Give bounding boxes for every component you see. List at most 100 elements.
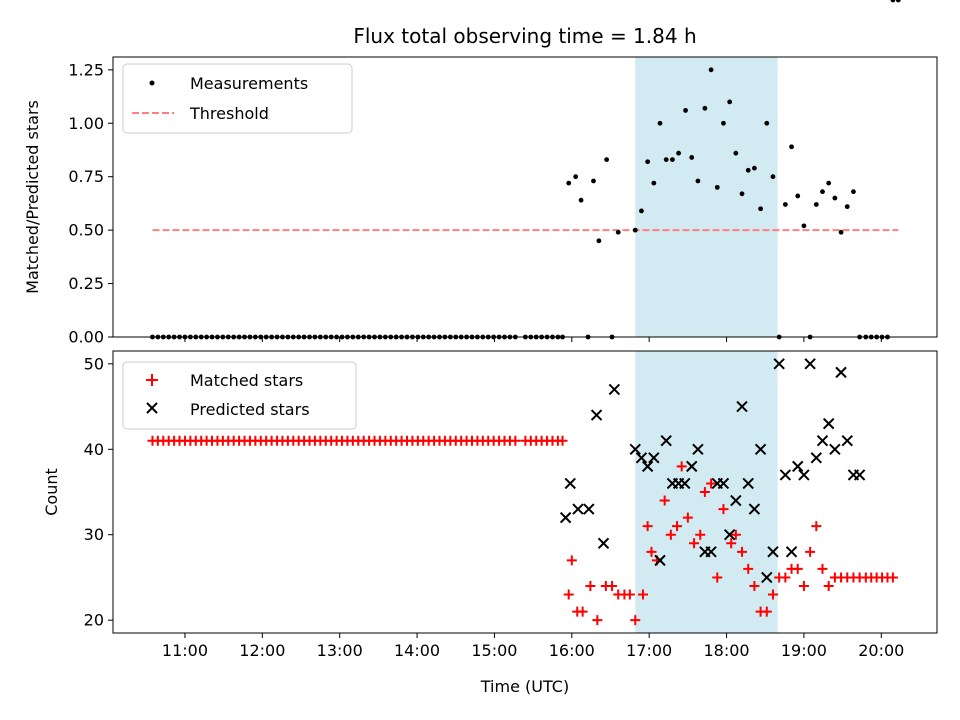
predicted-star-point xyxy=(608,383,621,396)
matched-star-point xyxy=(630,615,641,626)
matched-star-point xyxy=(637,589,648,600)
bottom-y-axis-label: Count xyxy=(42,468,61,516)
matched-star-point xyxy=(712,572,723,583)
matched-star-point xyxy=(817,563,828,574)
predicted-star-point xyxy=(736,400,748,413)
chart-title: Flux total observing time = 1.84 h xyxy=(353,24,696,48)
predicted-star-point xyxy=(705,546,717,558)
bottom-axes-frame xyxy=(112,350,938,634)
matched-star-point xyxy=(689,538,700,549)
measurement-point xyxy=(895,0,901,3)
measurement-point xyxy=(733,150,739,156)
matched-star-point xyxy=(642,521,653,532)
predicted-star-point xyxy=(853,469,866,481)
matched-star-point xyxy=(510,435,521,446)
top-y-tick-label: 0.50 xyxy=(68,221,104,240)
measurement-point xyxy=(566,180,572,186)
matched-star-point xyxy=(577,606,588,617)
predicted-star-point xyxy=(629,443,641,455)
matched-star-point xyxy=(695,529,706,540)
predicted-star-point xyxy=(748,503,761,515)
matched-star-point xyxy=(767,589,778,600)
bot-y-tick-label: 30 xyxy=(84,525,104,544)
measurement-point xyxy=(832,195,838,201)
measurement-point xyxy=(782,202,788,207)
x-tick-label: 19:00 xyxy=(781,641,827,660)
measurement-point xyxy=(632,227,638,233)
legend-predicted-label: Predicted stars xyxy=(190,400,310,419)
matched-star-point xyxy=(566,555,577,566)
predicted-star-point xyxy=(660,435,672,447)
matched-star-point xyxy=(665,529,676,540)
x-tick-label: 15:00 xyxy=(471,641,517,660)
x-tick-label: 17:00 xyxy=(626,641,672,660)
predicted-star-point xyxy=(641,460,654,473)
measurement-point xyxy=(669,157,675,162)
top-axes-frame xyxy=(112,56,938,338)
measurement-point xyxy=(639,208,644,214)
predicted-star-point xyxy=(804,358,816,370)
matched-star-point xyxy=(811,521,822,532)
measurement-point xyxy=(727,99,733,105)
matched-star-point xyxy=(798,581,809,591)
matched-star-point xyxy=(743,563,754,574)
matched-star-point xyxy=(749,581,760,591)
top-y-tick-label: 0.25 xyxy=(68,274,104,293)
legend-matched-marker xyxy=(146,374,158,386)
matched-star-point xyxy=(585,581,596,591)
measurement-point xyxy=(745,167,751,173)
x-tick-label: 18:00 xyxy=(703,641,749,660)
matched-star-point xyxy=(737,546,748,557)
panel-top: 0.00 0.25 0.50 0.75 1.00 1.25 Matched/Predict… xyxy=(23,0,938,347)
predicted-star-point xyxy=(810,452,823,464)
predicted-star-point xyxy=(730,494,742,507)
top-data-marks xyxy=(150,0,901,340)
predicted-star-point xyxy=(717,477,730,490)
x-tick-label: 12:00 xyxy=(239,641,285,660)
measurement-point xyxy=(591,178,596,184)
predicted-star-point xyxy=(785,546,798,558)
measurement-point xyxy=(764,120,770,126)
matched-star-point xyxy=(726,538,737,549)
bottom-y-ticks: 20 30 40 50 xyxy=(84,354,113,630)
x-tick-label: 16:00 xyxy=(549,641,595,660)
measurement-point xyxy=(820,189,825,195)
predicted-star-point xyxy=(742,477,754,490)
measurement-point xyxy=(770,174,776,180)
measurement-point xyxy=(752,165,757,171)
top-observing-span xyxy=(635,57,778,337)
matched-star-point xyxy=(792,563,803,574)
measurement-point xyxy=(708,67,714,73)
predicted-star-point xyxy=(692,443,704,455)
predicted-star-point xyxy=(583,503,595,515)
predicted-star-point xyxy=(779,469,792,481)
x-tick-label: 20:00 xyxy=(858,641,904,660)
predicted-star-point xyxy=(754,443,767,455)
x-tick-label: 13:00 xyxy=(317,641,363,660)
predicted-star-point xyxy=(773,358,785,370)
predicted-star-point xyxy=(597,537,610,549)
predicted-star-point xyxy=(816,435,829,447)
predicted-star-point xyxy=(822,417,835,430)
x-tick-label: 11:00 xyxy=(162,641,208,660)
matched-star-point xyxy=(607,581,618,591)
measurement-point xyxy=(676,150,681,156)
measurement-point xyxy=(890,0,896,3)
top-y-axis-label: Matched/Predicted stars xyxy=(23,100,42,294)
matched-star-point xyxy=(592,615,603,626)
measurement-point xyxy=(739,191,745,197)
matched-star-point xyxy=(706,478,717,489)
measurement-point xyxy=(573,174,579,180)
predicted-star-point xyxy=(767,546,779,558)
top-x-ticks xyxy=(184,337,882,342)
top-y-tick-label: 0.75 xyxy=(68,167,104,186)
predicted-star-point xyxy=(835,366,847,379)
matched-star-point xyxy=(805,546,816,557)
predicted-star-point xyxy=(648,452,660,464)
matched-star-point xyxy=(557,435,568,446)
matched-star-point xyxy=(676,461,687,472)
predicted-star-point xyxy=(564,477,576,490)
predicted-star-point xyxy=(798,469,810,481)
legend-matched-label: Matched stars xyxy=(190,371,303,390)
